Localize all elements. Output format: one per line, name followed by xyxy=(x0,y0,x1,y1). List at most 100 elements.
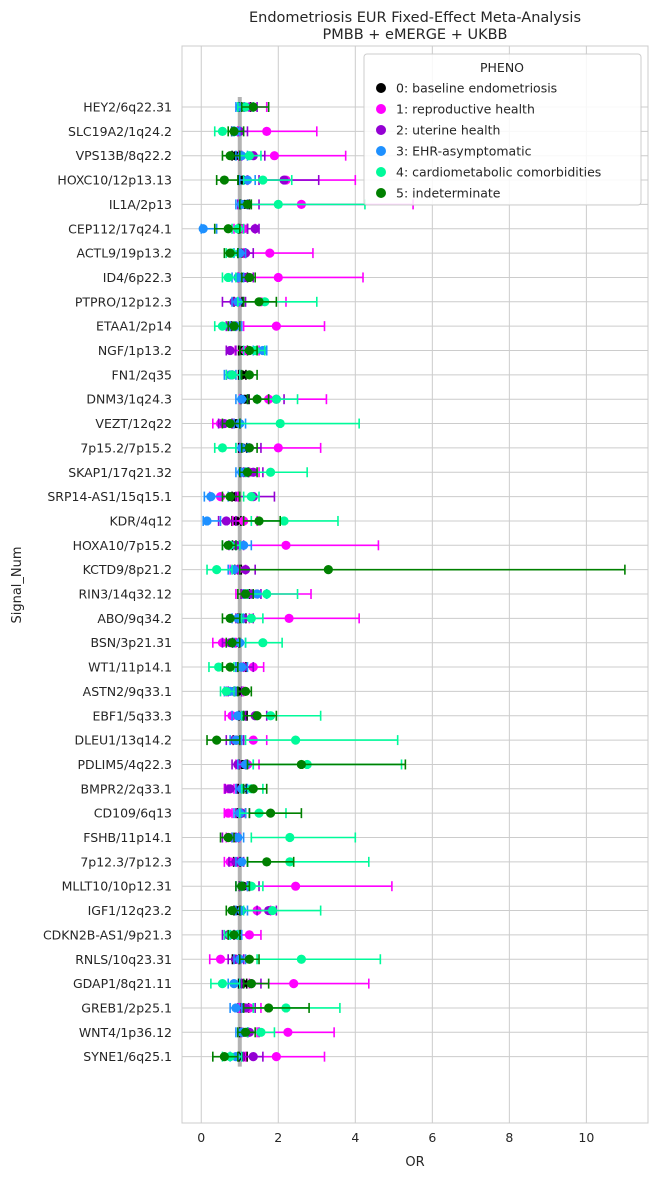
point-or xyxy=(237,881,247,891)
point-or xyxy=(291,735,301,745)
point-or xyxy=(265,467,276,477)
legend-entry-label: 2: uterine health xyxy=(396,123,500,138)
legend-marker xyxy=(376,83,386,93)
y-axis-label: Signal_Num xyxy=(10,546,25,623)
y-tick-label: BSN/3p21.31 xyxy=(90,635,172,650)
y-tick-label: RIN3/14q32.12 xyxy=(78,587,172,602)
y-tick-label: CD109/6q13 xyxy=(94,806,172,821)
point-or xyxy=(271,1052,281,1062)
point-or xyxy=(244,443,254,453)
y-tick-label: PTPRO/12p12.3 xyxy=(75,294,172,309)
point-or xyxy=(206,492,216,502)
point-or xyxy=(252,711,262,721)
chart-title: Endometriosis EUR Fixed-Effect Meta-Anal… xyxy=(249,10,581,26)
point-or xyxy=(221,516,231,526)
point-or xyxy=(223,272,233,283)
point-or xyxy=(262,126,272,136)
point-or xyxy=(229,126,239,136)
y-tick-label: NGF/1p13.2 xyxy=(98,343,172,358)
x-tick-label: 0 xyxy=(197,1130,205,1145)
point-or xyxy=(296,954,306,964)
point-or xyxy=(219,1052,229,1062)
legend-marker xyxy=(376,125,386,135)
point-or xyxy=(254,297,264,307)
y-tick-label: KCTD9/8p21.2 xyxy=(83,562,172,577)
point-or xyxy=(240,589,251,599)
point-or xyxy=(252,394,262,404)
point-or xyxy=(246,979,256,989)
x-tick-label: 6 xyxy=(428,1130,436,1145)
point-or xyxy=(262,589,272,599)
legend-title: PHENO xyxy=(480,60,524,75)
legend-entry-label: 4: cardiometabolic comorbidities xyxy=(396,165,601,180)
point-or xyxy=(198,224,208,234)
point-or xyxy=(237,857,247,867)
y-tick-label: MLLT10/10p12.31 xyxy=(62,879,172,894)
point-or xyxy=(258,175,268,185)
y-tick-label: KDR/4q12 xyxy=(109,513,172,528)
point-or xyxy=(223,540,233,550)
y-tick-label: SYNE1/6q25.1 xyxy=(83,1049,172,1064)
point-or xyxy=(244,370,254,380)
point-or xyxy=(233,711,243,721)
point-or xyxy=(229,930,239,940)
y-tick-label: WT1/11p14.1 xyxy=(88,660,172,675)
point-or xyxy=(267,905,278,916)
point-or xyxy=(240,1027,251,1037)
point-or xyxy=(273,443,283,453)
point-or xyxy=(225,492,235,502)
point-or xyxy=(279,516,289,526)
point-or xyxy=(246,492,256,502)
x-tick-label: 4 xyxy=(351,1130,359,1145)
point-or xyxy=(215,954,226,964)
legend-entry-label: 1: reproductive health xyxy=(396,102,535,117)
point-or xyxy=(244,954,254,964)
point-or xyxy=(223,224,233,234)
point-or xyxy=(244,151,254,161)
point-or xyxy=(289,979,299,989)
legend-box xyxy=(363,53,642,206)
y-tick-label: HOXC10/12p13.13 xyxy=(57,173,172,188)
y-tick-label: 7p12.3/7p12.3 xyxy=(80,854,172,869)
point-or xyxy=(248,784,258,794)
y-tick-label: HOXA10/7p15.2 xyxy=(73,538,172,553)
point-or xyxy=(223,808,233,818)
point-or xyxy=(273,272,283,283)
point-or xyxy=(212,565,222,575)
y-tick-label: ASTN2/9q33.1 xyxy=(83,684,172,699)
point-or xyxy=(248,102,258,112)
point-or xyxy=(296,759,306,770)
point-or xyxy=(242,467,253,477)
y-tick-label: ACTL9/19p13.2 xyxy=(77,246,173,261)
point-or xyxy=(275,418,285,429)
point-or xyxy=(250,224,260,234)
point-or xyxy=(291,881,301,891)
legend-entry-label: 3: EHR-asymptomatic xyxy=(396,144,532,159)
y-tick-label: ETAA1/2p14 xyxy=(96,319,172,334)
point-or xyxy=(237,394,247,404)
point-or xyxy=(229,321,239,331)
point-or xyxy=(217,979,228,989)
y-tick-label: SKAP1/17q21.32 xyxy=(68,465,172,480)
chart-subtitle: PMBB + eMERGE + UKBB xyxy=(323,27,508,43)
point-or xyxy=(248,1052,258,1062)
legend-entry-label: 0: baseline endometriosis xyxy=(396,81,557,96)
y-tick-label: CDKN2B-AS1/9p21.3 xyxy=(43,927,172,942)
point-or xyxy=(284,613,294,623)
y-tick-label: CEP112/17q24.1 xyxy=(68,221,172,236)
x-tick-label: 10 xyxy=(578,1130,594,1145)
series-5-indeterminate xyxy=(206,102,626,1062)
point-or xyxy=(244,930,254,940)
point-or xyxy=(244,345,254,356)
point-or xyxy=(225,662,235,672)
point-or xyxy=(237,662,247,672)
point-or xyxy=(258,638,268,648)
y-tick-label: RNLS/10q23.31 xyxy=(75,952,172,967)
point-or xyxy=(244,272,254,283)
y-tick-label: IL1A/2p13 xyxy=(109,197,172,212)
point-or xyxy=(225,784,235,794)
y-tick-label: WNT4/1p36.12 xyxy=(79,1025,172,1040)
point-or xyxy=(281,540,291,550)
